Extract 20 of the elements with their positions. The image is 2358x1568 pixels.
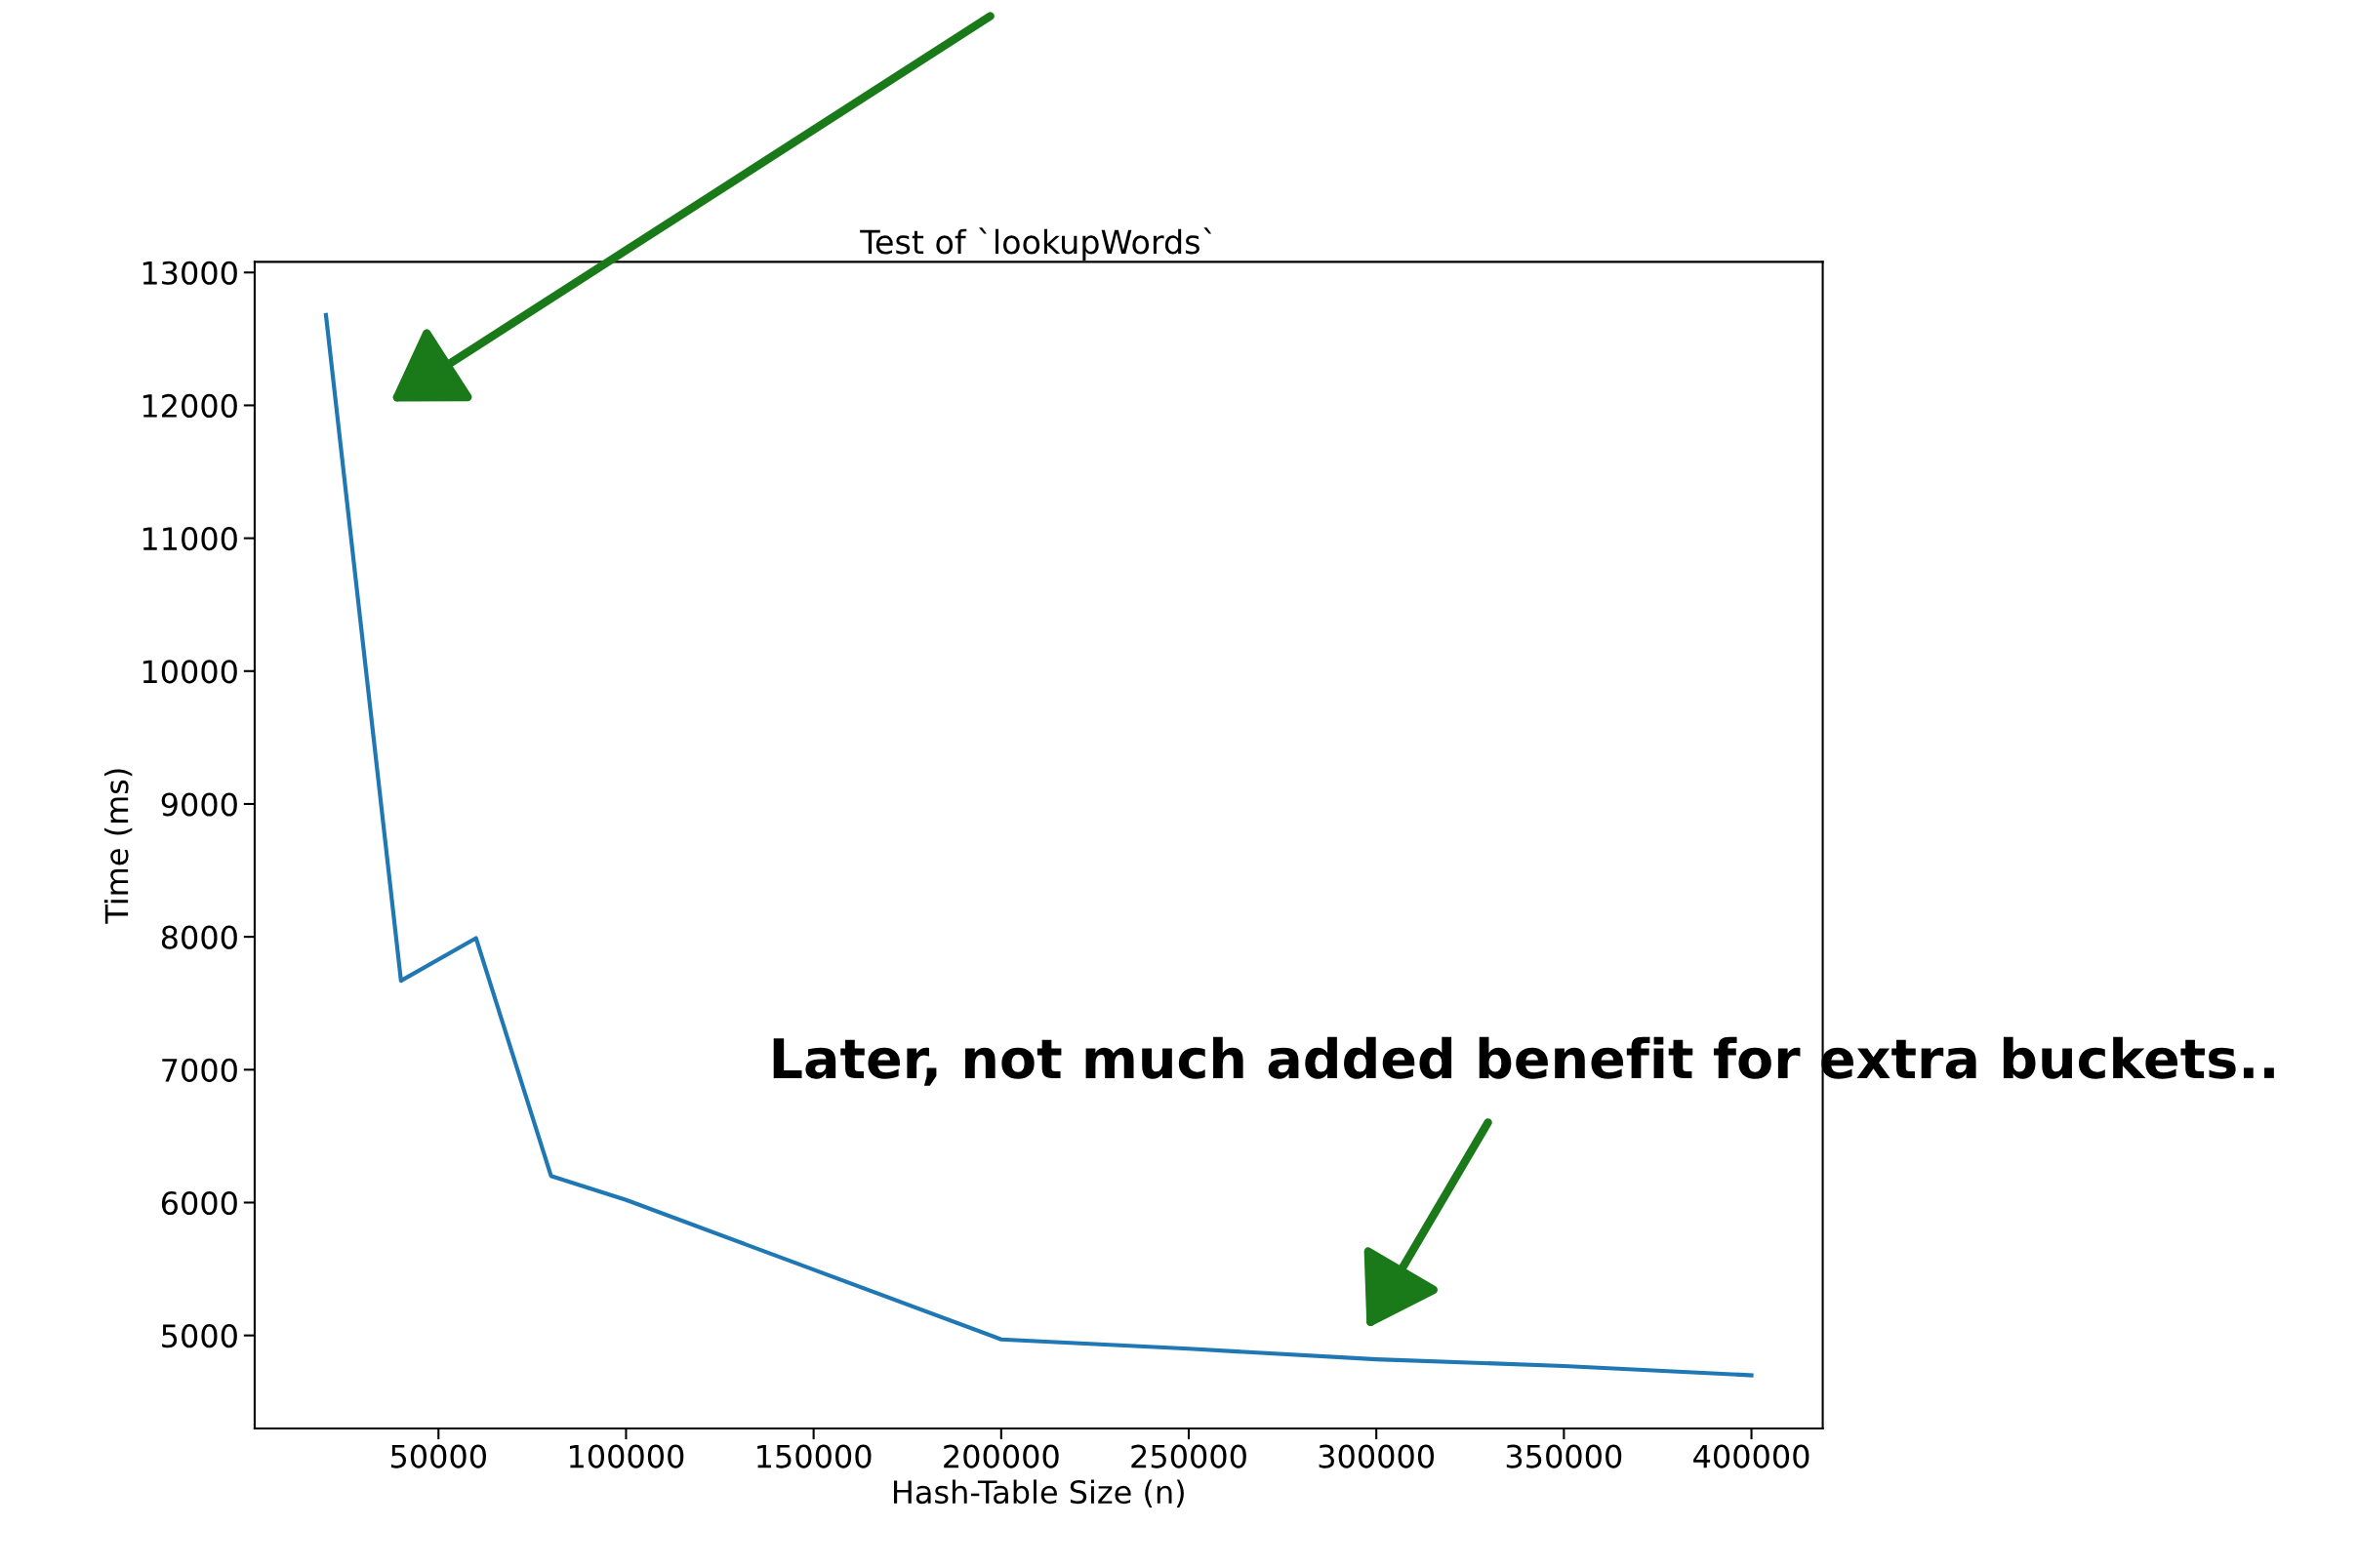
x-tick-label: 150000	[757, 1444, 872, 1468]
y-tick-label: 5000	[162, 1324, 237, 1348]
x-tick-label: 250000	[1131, 1444, 1246, 1468]
y-tick-label: 6000	[161, 1190, 237, 1216]
y-tick-label: 7000	[162, 1058, 237, 1082]
y-tick-label: 11000	[142, 527, 237, 551]
y-tick-label: 9000	[161, 792, 237, 817]
x-tick-label: 400000	[1693, 1444, 1809, 1468]
chart-title: Test of `lookupWords`	[860, 227, 1212, 261]
x-tick-label: 350000	[1506, 1444, 1622, 1468]
x-tick-label: 100000	[569, 1444, 684, 1468]
x-tick-label: 200000	[944, 1444, 1059, 1468]
x-tick-label: 50000	[390, 1444, 486, 1468]
y-tick-label: 13000	[142, 261, 237, 285]
y-tick-label: 8000	[161, 925, 237, 949]
x-axis-title: Hash-Table Size (n)	[894, 1479, 1184, 1508]
x-tick-label: 300000	[1319, 1444, 1435, 1468]
y-tick-label: 10000	[142, 660, 237, 684]
y-axis-title: Time (ms)	[103, 769, 133, 924]
y-tick-label: 12000	[142, 393, 237, 419]
